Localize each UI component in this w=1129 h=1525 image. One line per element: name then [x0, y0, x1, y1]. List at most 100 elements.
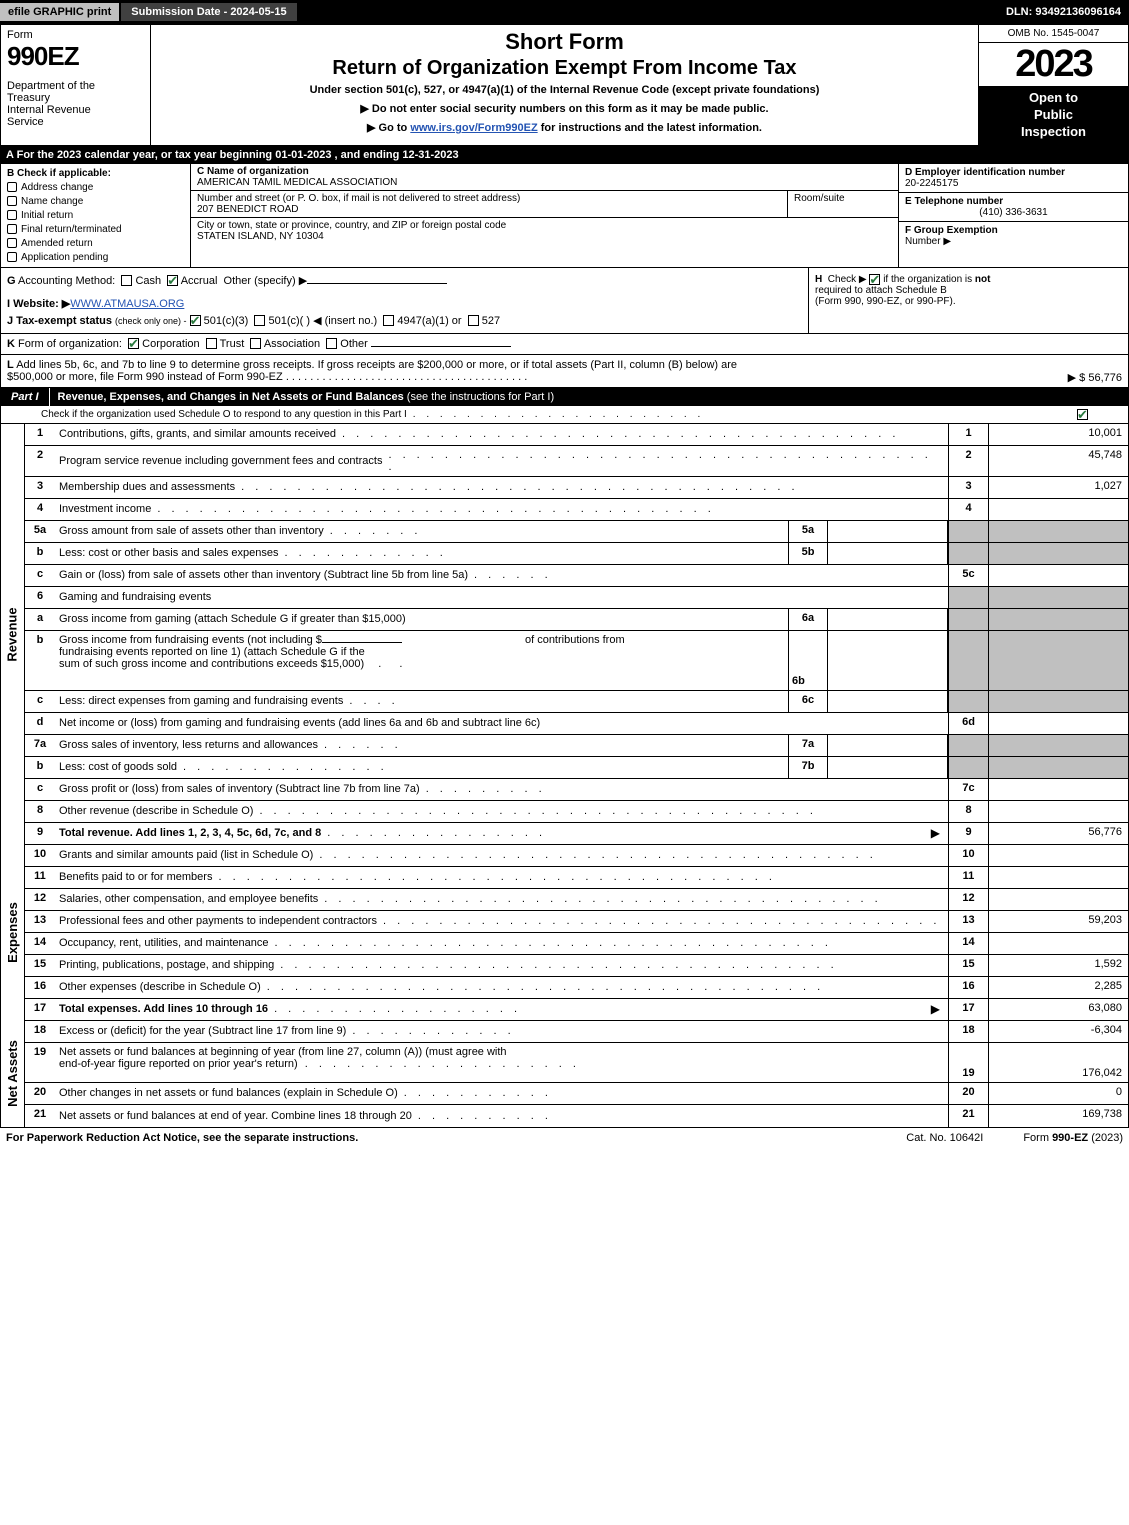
irs-link[interactable]: www.irs.gov/Form990EZ: [410, 122, 537, 134]
checkbox-4947[interactable]: [383, 315, 394, 326]
header-right: OMB No. 1545-0047 2023 Open to Public In…: [978, 25, 1128, 145]
checkbox-association[interactable]: [250, 338, 261, 349]
opt-527: 527: [482, 315, 500, 327]
checkbox-cash[interactable]: [121, 275, 132, 286]
sub-num: 7b: [788, 757, 828, 778]
efile-print-button[interactable]: efile GRAPHIC print: [0, 3, 121, 21]
line-value: [988, 713, 1128, 734]
website-link[interactable]: WWW.ATMAUSA.ORG: [70, 298, 184, 310]
other-specify-input[interactable]: [307, 283, 447, 284]
check-application-pending[interactable]: Application pending: [7, 252, 184, 263]
line-11: 11Benefits paid to or for members. . . .…: [25, 867, 1128, 889]
line-6a: a Gross income from gaming (attach Sched…: [25, 609, 1128, 631]
cell-city: City or town, state or province, country…: [191, 218, 898, 244]
line-desc: Salaries, other compensation, and employ…: [55, 889, 948, 910]
expenses-side-label: Expenses: [1, 845, 25, 1021]
opt-address-change: Address change: [21, 182, 93, 193]
checkbox-501c[interactable]: [254, 315, 265, 326]
opt-4947: 4947(a)(1) or: [397, 315, 461, 327]
line-num: 3: [25, 477, 55, 498]
inspection-line-3: Inspection: [981, 124, 1126, 141]
line-5a: 5a Gross amount from sale of assets othe…: [25, 521, 1128, 543]
cell-address: Number and street (or P. O. box, if mail…: [191, 191, 898, 218]
checkbox-corporation[interactable]: [128, 338, 139, 349]
tax-year: 2023: [979, 43, 1128, 86]
line-desc: Benefits paid to or for members. . . . .…: [55, 867, 948, 888]
line-value: [988, 933, 1128, 954]
row-k: K Form of organization: Corporation Trus…: [0, 333, 1129, 355]
dln-label: DLN: 93492136096164: [998, 3, 1129, 21]
sub-val: [828, 691, 948, 712]
checkbox-501c3[interactable]: [190, 315, 201, 326]
line-num: 19: [25, 1043, 55, 1082]
line-num: 1: [25, 424, 55, 445]
address-label: Number and street (or P. O. box, if mail…: [197, 193, 520, 204]
part-i-check-text: Check if the organization used Schedule …: [41, 409, 407, 420]
telephone-label: E Telephone number: [905, 196, 1003, 207]
shaded-cell: [988, 587, 1128, 608]
line-7b: b Less: cost of goods sold. . . . . . . …: [25, 757, 1128, 779]
row-l-text1: Add lines 5b, 6c, and 7b to line 9 to de…: [16, 359, 737, 371]
line-value: 56,776: [988, 823, 1128, 844]
check-initial-return[interactable]: Initial return: [7, 210, 184, 221]
sub-num: 6b: [788, 631, 828, 690]
inspection-line-1: Open to: [981, 90, 1126, 107]
line-7c: c Gross profit or (loss) from sales of i…: [25, 779, 1128, 801]
row-l-label: L: [7, 359, 14, 371]
city-label: City or town, state or province, country…: [197, 220, 506, 231]
revenue-body: 1 Contributions, gifts, grants, and simi…: [25, 424, 1128, 845]
line-num: d: [25, 713, 55, 734]
opt-final-return: Final return/terminated: [21, 224, 122, 235]
line-num: 9: [25, 823, 55, 844]
title-return: Return of Organization Exempt From Incom…: [159, 57, 970, 80]
line-3: 3 Membership dues and assessments. . . .…: [25, 477, 1128, 499]
line-6d: d Net income or (loss) from gaming and f…: [25, 713, 1128, 735]
line-value: 59,203: [988, 911, 1128, 932]
row-l-text2: $500,000 or more, file Form 990 instead …: [7, 371, 283, 383]
checkbox-other-org[interactable]: [326, 338, 337, 349]
sub-val: [828, 757, 948, 778]
address-cell: Number and street (or P. O. box, if mail…: [191, 191, 788, 217]
checkbox-icon: [7, 210, 17, 220]
line-desc: Gross amount from sale of assets other t…: [55, 521, 788, 542]
checkbox-schedule-b-not-required[interactable]: [869, 274, 880, 285]
cell-telephone: E Telephone number (410) 336-3631: [899, 193, 1128, 222]
row-a-text: For the 2023 calendar year, or tax year …: [17, 149, 459, 161]
sub-num: 5b: [788, 543, 828, 564]
row-i-label: I Website: ▶: [7, 298, 70, 310]
check-address-change[interactable]: Address change: [7, 182, 184, 193]
line-desc: Total revenue. Add lines 1, 2, 3, 4, 5c,…: [55, 823, 948, 844]
top-bar: efile GRAPHIC print Submission Date - 20…: [0, 0, 1129, 24]
opt-501c: 501(c)( ) ◀ (insert no.): [268, 315, 377, 327]
checkbox-icon: [7, 182, 17, 192]
notice-link-line: ▶ Go to www.irs.gov/Form990EZ for instru…: [159, 121, 970, 134]
part-i-title-text: Revenue, Expenses, and Changes in Net As…: [58, 391, 404, 403]
submission-date-button[interactable]: Submission Date - 2024-05-15: [121, 3, 298, 21]
checkbox-527[interactable]: [468, 315, 479, 326]
check-amended-return[interactable]: Amended return: [7, 238, 184, 249]
other-org-input[interactable]: [371, 346, 511, 347]
row-h-text2: if the organization is: [883, 274, 975, 285]
row-g-label: G: [7, 275, 16, 287]
omb-number: OMB No. 1545-0047: [979, 25, 1128, 43]
checkbox-icon: [7, 252, 17, 262]
shaded-cell: [988, 521, 1128, 542]
checkbox-accrual[interactable]: [167, 275, 178, 286]
checkbox-schedule-o-used[interactable]: [1077, 409, 1088, 420]
line-desc: Membership dues and assessments. . . . .…: [55, 477, 948, 498]
shaded-cell: [948, 543, 988, 564]
line-12: 12Salaries, other compensation, and empl…: [25, 889, 1128, 911]
row-j-sub: (check only one) -: [115, 316, 187, 326]
line-num: 15: [25, 955, 55, 976]
line-value: [988, 867, 1128, 888]
col-d: D Employer identification number 20-2245…: [898, 164, 1128, 267]
row-h-label: H: [815, 274, 822, 285]
sub-num: 6a: [788, 609, 828, 630]
net-assets-label: Net Assets: [5, 1040, 20, 1107]
checkbox-icon: [7, 224, 17, 234]
shaded-cell: [948, 735, 988, 756]
checkbox-trust[interactable]: [206, 338, 217, 349]
check-final-return[interactable]: Final return/terminated: [7, 224, 184, 235]
check-name-change[interactable]: Name change: [7, 196, 184, 207]
line-7a: 7a Gross sales of inventory, less return…: [25, 735, 1128, 757]
